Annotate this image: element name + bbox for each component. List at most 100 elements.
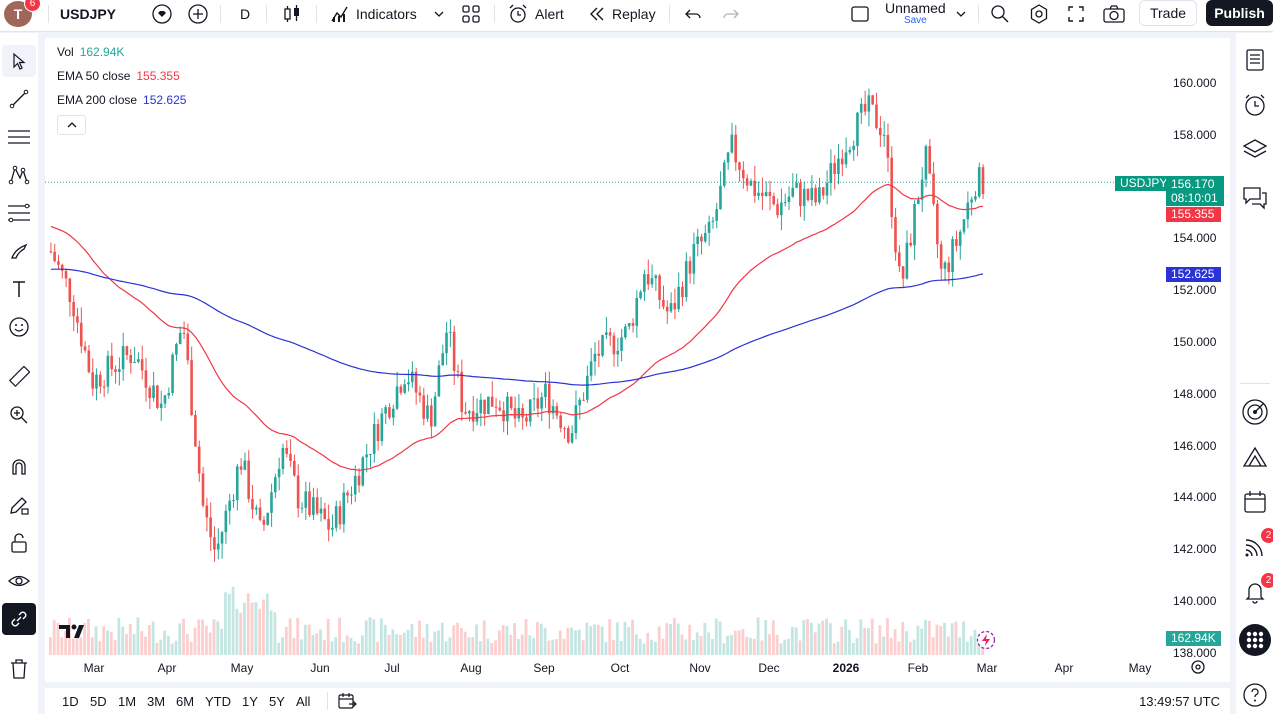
alarm-clock-icon: [509, 4, 527, 23]
compare-diamond-icon[interactable]: [151, 0, 173, 27]
volume-bar: [893, 629, 897, 655]
range-1m[interactable]: 1M: [118, 694, 137, 709]
layout-name[interactable]: Unnamed Save: [885, 1, 946, 26]
templates-grid-icon[interactable]: [461, 0, 481, 27]
range-ytd[interactable]: YTD: [205, 694, 231, 709]
goto-date-icon[interactable]: [337, 692, 357, 713]
range-all[interactable]: All: [296, 694, 311, 709]
undo-icon[interactable]: [684, 0, 702, 27]
zoom-in-icon[interactable]: [2, 399, 36, 431]
range-5d[interactable]: 5D: [90, 694, 107, 709]
volume-bar: [250, 602, 254, 655]
volume-bar: [863, 627, 867, 655]
text-tool-icon[interactable]: [2, 273, 36, 305]
candle-body: [707, 221, 711, 233]
volume-bar: [117, 617, 121, 655]
candles-icon[interactable]: [282, 0, 302, 27]
price-axis-label: 140.000: [1173, 594, 1217, 608]
quick-search-icon[interactable]: [990, 0, 1010, 27]
volume-bar: [551, 639, 555, 655]
cursor-icon[interactable]: [2, 45, 36, 77]
volume-bar: [680, 634, 684, 655]
notifications-bell-icon[interactable]: 2: [1238, 573, 1273, 609]
collapse-legend-button[interactable]: [57, 115, 86, 135]
volume-bar: [395, 634, 399, 655]
apps-grid-icon[interactable]: [1238, 623, 1272, 657]
legend-ema50[interactable]: EMA 50 close 155.355: [57, 69, 180, 83]
candle-body: [559, 415, 562, 429]
tradingview-logo[interactable]: [59, 623, 91, 642]
add-symbol-icon[interactable]: [187, 0, 209, 27]
eye-icon[interactable]: [2, 565, 36, 597]
volume-bar: [292, 638, 296, 655]
volume-bar: [653, 641, 657, 655]
candle-body: [239, 466, 243, 470]
range-1d[interactable]: 1D: [62, 694, 79, 709]
bottom-toolbar: 1D 5D 1M 3M 6M YTD 1Y 5Y All 13:49:57 UT…: [45, 688, 1230, 714]
legend-volume[interactable]: Vol 162.94K: [57, 45, 124, 59]
trend-line-icon[interactable]: [2, 83, 36, 115]
price-chart[interactable]: [45, 38, 1230, 682]
calendar-icon[interactable]: [1238, 485, 1272, 519]
camera-icon[interactable]: [1103, 0, 1125, 27]
redo-icon[interactable]: [722, 0, 740, 27]
chevron-down-icon[interactable]: [433, 0, 445, 27]
range-1y[interactable]: 1Y: [242, 694, 258, 709]
ideas-icon[interactable]: [1238, 440, 1272, 474]
candle-body: [871, 95, 874, 105]
news-feed-icon[interactable]: 2: [1238, 528, 1273, 564]
candle-body: [281, 447, 285, 470]
volume-bar: [364, 620, 368, 655]
volume-bar: [433, 631, 437, 655]
indicators-button[interactable]: Indicators: [330, 0, 417, 27]
emoji-icon[interactable]: [2, 311, 36, 343]
link-icon[interactable]: [2, 603, 36, 635]
volume-bar: [589, 626, 593, 655]
range-5y[interactable]: 5Y: [269, 694, 285, 709]
candle-body: [95, 374, 98, 389]
trash-icon[interactable]: [2, 653, 36, 685]
layout-square-icon[interactable]: [850, 0, 870, 27]
range-3m[interactable]: 3M: [147, 694, 166, 709]
candle-body: [920, 179, 924, 200]
lock-icon[interactable]: [2, 527, 36, 559]
target-icon[interactable]: [1238, 395, 1272, 429]
axis-settings-icon[interactable]: [1190, 659, 1206, 678]
candle-body: [601, 334, 604, 356]
legend-ema200[interactable]: EMA 200 close 152.625: [57, 93, 186, 107]
ruler-icon[interactable]: [2, 361, 36, 393]
volume-bar: [927, 620, 931, 655]
clock[interactable]: 13:49:57 UTC: [1139, 694, 1220, 709]
interval-button[interactable]: D: [240, 5, 251, 22]
brush-icon[interactable]: [2, 235, 36, 267]
symbol-search[interactable]: USDJPY: [60, 5, 117, 22]
pattern-icon[interactable]: [2, 159, 36, 191]
candle-body: [639, 291, 642, 298]
pencil-lock-icon[interactable]: [2, 489, 36, 521]
volume-bar: [94, 626, 98, 655]
help-icon[interactable]: [1238, 678, 1272, 712]
horizontal-lines-icon[interactable]: [2, 121, 36, 153]
volume-bar: [920, 628, 924, 655]
range-6m[interactable]: 6M: [176, 694, 195, 709]
chart-pane[interactable]: Vol 162.94K EMA 50 close 155.355 EMA 200…: [45, 38, 1230, 682]
replay-button[interactable]: Replay: [588, 0, 656, 27]
watchlist-icon[interactable]: [1238, 43, 1272, 77]
magnet-icon[interactable]: [2, 451, 36, 483]
lightning-icon[interactable]: [976, 630, 996, 653]
fullscreen-icon[interactable]: [1067, 0, 1085, 27]
candle-body: [148, 387, 152, 399]
layers-icon[interactable]: [1238, 133, 1272, 167]
volume-bar: [524, 619, 528, 655]
settings-gear-icon[interactable]: [1029, 0, 1049, 27]
volume-bar: [132, 634, 136, 655]
alerts-clock-icon[interactable]: [1238, 88, 1272, 122]
alert-button[interactable]: Alert: [507, 0, 564, 27]
trade-button[interactable]: Trade: [1139, 0, 1197, 26]
candle-body: [72, 302, 75, 317]
fib-icon[interactable]: [2, 197, 36, 229]
bar-countdown: 08:10:01: [1171, 191, 1218, 205]
chat-icon[interactable]: [1238, 181, 1272, 215]
chevron-down-icon[interactable]: [955, 0, 967, 27]
publish-button[interactable]: Publish: [1206, 0, 1273, 26]
